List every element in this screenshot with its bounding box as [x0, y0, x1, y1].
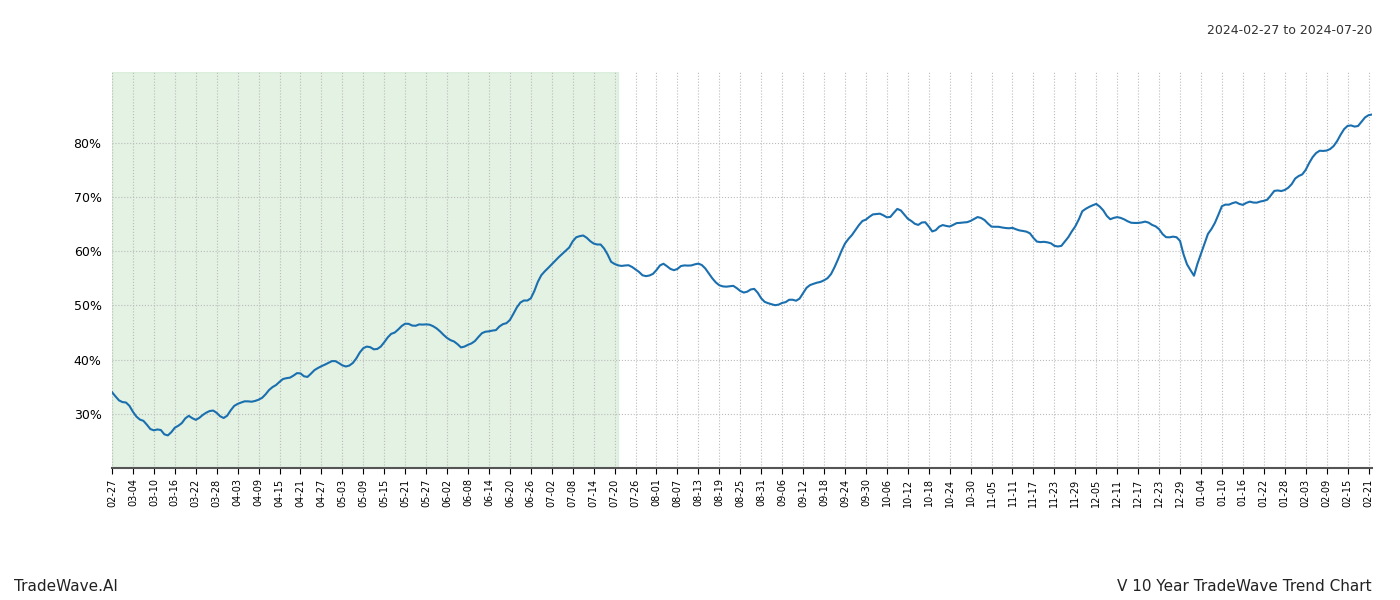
Bar [112, 72, 617, 468]
Text: TradeWave.AI: TradeWave.AI [14, 579, 118, 594]
Text: V 10 Year TradeWave Trend Chart: V 10 Year TradeWave Trend Chart [1117, 579, 1372, 594]
Text: 2024-02-27 to 2024-07-20: 2024-02-27 to 2024-07-20 [1207, 24, 1372, 37]
